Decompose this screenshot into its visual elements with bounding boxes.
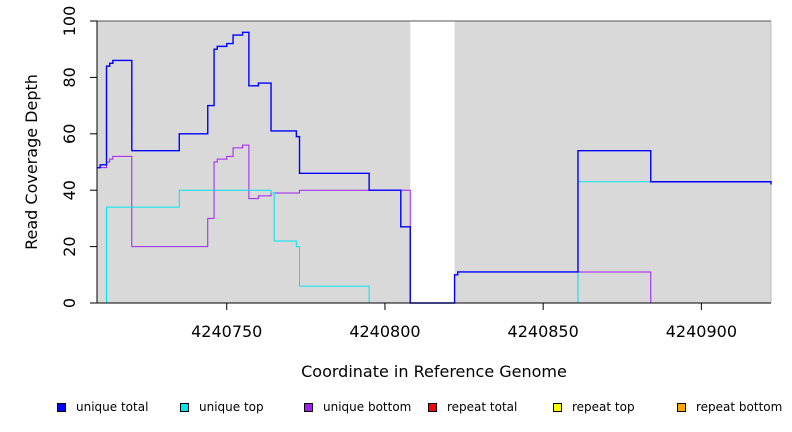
legend-item-unique-top: unique top bbox=[180, 400, 264, 414]
x-tick-label: 4240900 bbox=[666, 322, 737, 341]
y-tick-label: 20 bbox=[60, 236, 79, 256]
legend-swatch bbox=[304, 402, 313, 412]
legend-swatch bbox=[553, 402, 562, 412]
x-tick-label: 4240800 bbox=[349, 322, 420, 341]
x-axis-label: Coordinate in Reference Genome bbox=[301, 362, 567, 381]
legend-label: repeat bottom bbox=[696, 400, 783, 414]
legend-label: unique total bbox=[76, 400, 149, 414]
legend-label: repeat top bbox=[572, 400, 635, 414]
legend: unique total unique top unique bottom repea… bbox=[0, 400, 792, 420]
legend-item-unique-bottom: unique bottom bbox=[304, 400, 411, 414]
legend-swatch bbox=[428, 402, 437, 412]
plot-background bbox=[97, 20, 772, 303]
y-tick-label: 40 bbox=[60, 180, 79, 200]
legend-swatch bbox=[57, 402, 66, 412]
x-tick-label: 4240850 bbox=[508, 322, 579, 341]
legend-item-repeat-top: repeat top bbox=[553, 400, 635, 414]
legend-label: repeat total bbox=[447, 400, 518, 414]
series-line-unique-total bbox=[97, 31, 772, 304]
legend-label: unique top bbox=[199, 400, 264, 414]
y-axis-label: Read Coverage Depth bbox=[22, 74, 41, 250]
x-tick-label: 4240750 bbox=[191, 322, 262, 341]
legend-item-repeat-bottom: repeat bottom bbox=[677, 400, 782, 414]
plot-panel-right bbox=[454, 21, 771, 303]
plot-panel-left bbox=[97, 21, 411, 303]
legend-item-repeat-total: repeat total bbox=[428, 400, 517, 414]
y-tick-label: 60 bbox=[60, 124, 79, 144]
y-tick-label: 100 bbox=[60, 6, 79, 37]
y-tick-label: 0 bbox=[60, 298, 79, 308]
axes: 0 20 40 60 80 100 4240750 4240800 4240850 4240900 bbox=[60, 6, 771, 341]
legend-swatch bbox=[677, 402, 686, 412]
legend-label: unique bottom bbox=[323, 400, 412, 414]
legend-item-unique-total: unique total bbox=[57, 400, 148, 414]
legend-swatch bbox=[180, 402, 189, 412]
y-tick-label: 80 bbox=[60, 67, 79, 87]
